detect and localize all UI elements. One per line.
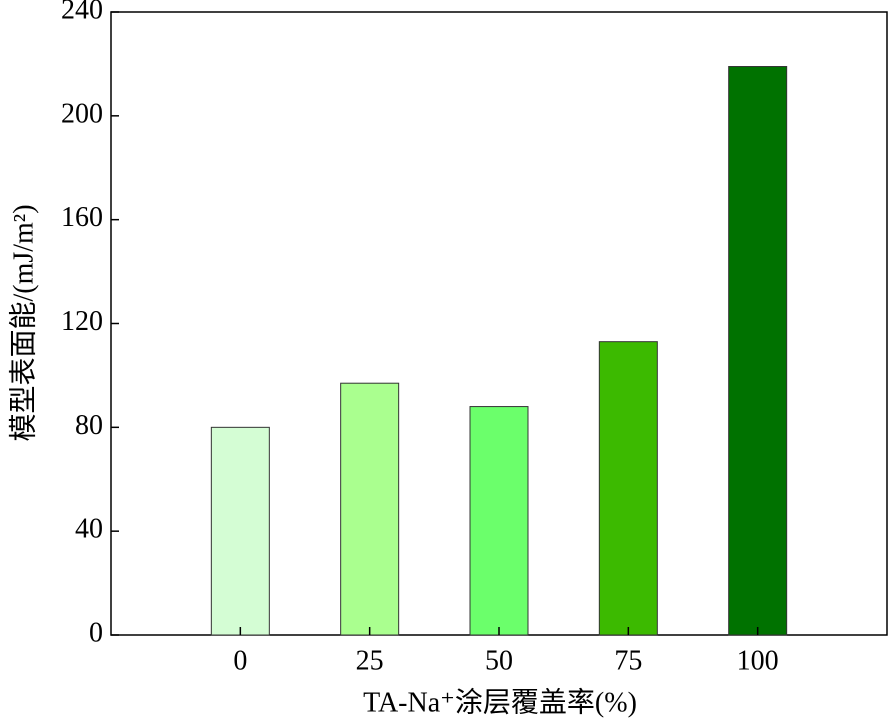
x-axis-label: TA-Na⁺涂层覆盖率(%) (363, 686, 637, 718)
y-tick-label: 0 (89, 617, 103, 648)
x-tick-label: 50 (485, 645, 513, 676)
y-tick-label: 80 (75, 410, 103, 441)
x-tick-label: 100 (737, 645, 779, 676)
x-tick-label: 25 (356, 645, 384, 676)
y-axis-label: 模型表面能/(mJ/m²) (7, 204, 39, 441)
y-tick-label: 160 (61, 202, 103, 233)
y-tick-label: 120 (61, 306, 103, 337)
y-tick-label: 200 (61, 98, 103, 129)
y-tick-label: 240 (61, 0, 103, 25)
bar (340, 382, 400, 636)
bar (210, 426, 270, 636)
bar (728, 66, 788, 636)
x-tick-label: 0 (233, 645, 247, 676)
x-tick-label: 75 (614, 645, 642, 676)
y-tick-label: 40 (75, 514, 103, 545)
bar (598, 341, 658, 636)
bar (469, 406, 529, 636)
